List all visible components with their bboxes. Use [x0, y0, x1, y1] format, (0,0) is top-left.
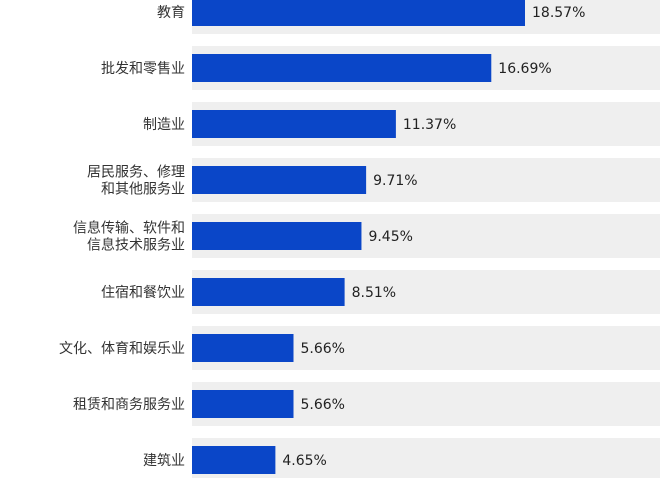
bar[interactable]: [192, 222, 362, 250]
category-label: 和其他服务业: [101, 182, 185, 198]
bar[interactable]: [192, 390, 294, 418]
category-label: 制造业: [143, 117, 185, 133]
category-label: 信息传输、软件和: [73, 220, 185, 237]
bar[interactable]: [192, 0, 525, 26]
data-label: 5.66%: [300, 397, 344, 413]
bar[interactable]: [192, 278, 345, 306]
bar[interactable]: [192, 54, 492, 82]
bar[interactable]: [192, 166, 367, 194]
category-label: 建筑业: [143, 453, 185, 469]
category-label: 租赁和商务服务业: [73, 397, 185, 413]
category-label: 批发和零售业: [101, 61, 185, 77]
data-label: 5.66%: [300, 341, 344, 357]
bar[interactable]: [192, 110, 396, 138]
data-label: 9.71%: [373, 173, 417, 189]
data-label: 4.65%: [282, 453, 326, 469]
category-label: 文化、体育和娱乐业: [59, 341, 185, 357]
data-label: 16.69%: [498, 61, 551, 77]
category-label: 住宿和餐饮业: [101, 284, 185, 301]
category-label: 信息技术服务业: [87, 237, 185, 254]
category-label: 教育: [157, 5, 185, 21]
bar[interactable]: [192, 334, 294, 362]
data-label: 8.51%: [352, 285, 396, 301]
data-label: 11.37%: [403, 117, 456, 133]
data-label: 9.45%: [368, 229, 412, 245]
category-label: 居民服务、修理: [87, 165, 185, 181]
data-label: 18.57%: [532, 5, 585, 21]
bar[interactable]: [192, 446, 276, 474]
